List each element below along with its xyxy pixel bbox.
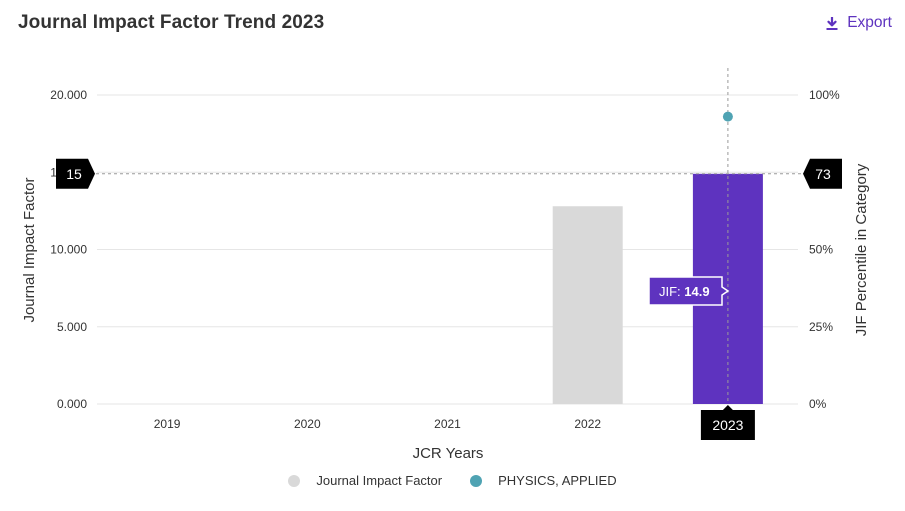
left-crosshair-tag — [56, 158, 95, 189]
y2-tick-label: 100% — [809, 88, 840, 102]
percentile-point-2023 — [722, 111, 733, 122]
x-tick-label: 2021 — [434, 417, 461, 431]
export-button[interactable]: Export — [826, 14, 892, 32]
chart-title: Journal Impact Factor Trend 2023 — [18, 12, 325, 33]
download-icon — [826, 16, 838, 30]
y-tick-label: 5.000 — [57, 320, 87, 334]
y-tick-label: 10.000 — [50, 243, 87, 257]
export-label: Export — [847, 14, 892, 31]
jif-tooltip — [648, 276, 730, 306]
legend-label-jif: Journal Impact Factor — [316, 473, 443, 488]
jif-tooltip-prefix: JIF: — [659, 284, 684, 299]
jif-tooltip-value: 14.9 — [684, 284, 709, 299]
y-tick-label: 20.000 — [50, 88, 87, 102]
legend-item-percentile[interactable]: PHYSICS, APPLIED — [470, 473, 617, 488]
right-crosshair-value: 73 — [815, 166, 831, 182]
jif-tooltip-text: JIF: 14.9 — [659, 284, 710, 299]
left-crosshair-value: 15 — [66, 166, 82, 182]
bar-2022 — [552, 206, 623, 404]
x-axis-title: JCR Years — [413, 445, 484, 462]
legend-item-jif[interactable]: Journal Impact Factor — [288, 473, 442, 488]
y2-tick-label: 25% — [809, 320, 833, 334]
y2-tick-label: 0% — [809, 397, 827, 411]
x-crosshair-value: 2023 — [712, 417, 743, 433]
x-tick-label: 2020 — [294, 417, 321, 431]
y-axis-title: Journal Impact Factor — [21, 177, 38, 322]
x-crosshair-tag — [700, 405, 755, 440]
y-tick-label: 0.000 — [57, 397, 87, 411]
x-tick-label: 2022 — [574, 417, 601, 431]
chart-legend: Journal Impact Factor PHYSICS, APPLIED — [0, 473, 905, 488]
y2-axis-title: JIF Percentile in Category — [853, 163, 870, 336]
right-crosshair-tag — [803, 158, 842, 189]
y2-tick-label: 50% — [809, 243, 833, 257]
legend-marker-percentile — [470, 474, 483, 487]
legend-marker-jif — [288, 474, 301, 487]
jif-trend-chart: 0.0005.00010.00015.00020.0000%25%50%75%1… — [21, 68, 870, 462]
legend-label-percentile: PHYSICS, APPLIED — [498, 473, 617, 488]
x-tick-label: 2019 — [154, 417, 181, 431]
